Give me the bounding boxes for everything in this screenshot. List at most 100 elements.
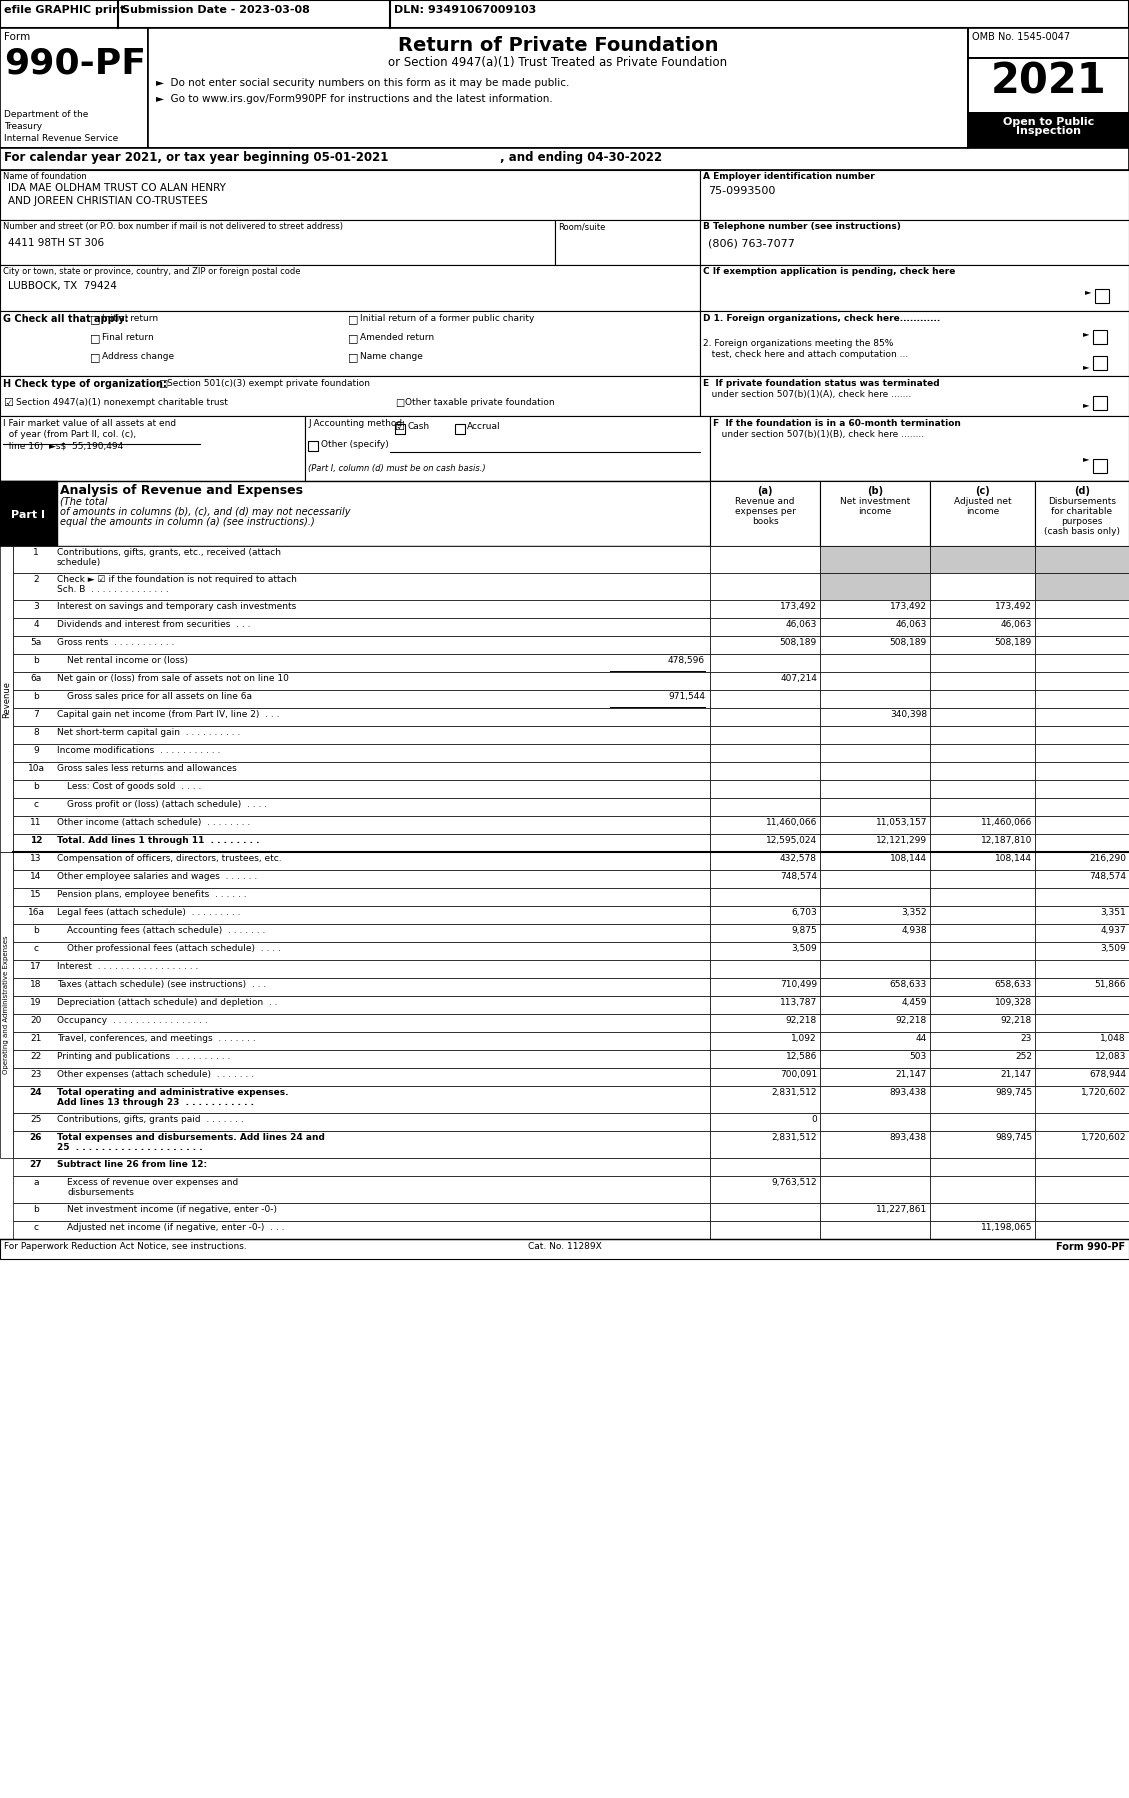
Text: Name of foundation: Name of foundation — [3, 173, 87, 182]
Bar — [1035, 780, 1129, 798]
Text: For calendar year 2021, or tax year beginning 05-01-2021: For calendar year 2021, or tax year begi… — [5, 151, 388, 164]
Text: ☑: ☑ — [394, 423, 404, 432]
Bar — [0, 29, 148, 147]
Text: (cash basis only): (cash basis only) — [1044, 527, 1120, 536]
Bar — [930, 636, 1035, 654]
Text: 1: 1 — [33, 548, 38, 557]
Bar — [1035, 547, 1129, 574]
Bar — [820, 601, 930, 619]
Bar — [820, 1050, 930, 1068]
Text: Name change: Name change — [360, 352, 423, 361]
Text: A Employer identification number: A Employer identification number — [703, 173, 875, 182]
Bar — [0, 415, 305, 482]
Bar — [930, 482, 1035, 547]
Text: Submission Date - 2023-03-08: Submission Date - 2023-03-08 — [122, 5, 309, 14]
Text: Printing and publications  . . . . . . . . . .: Printing and publications . . . . . . . … — [56, 1052, 230, 1061]
Bar — [1035, 852, 1129, 870]
Bar — [710, 601, 820, 619]
Bar — [14, 906, 710, 924]
Bar — [1035, 1176, 1129, 1203]
Bar — [1035, 762, 1129, 780]
Bar — [1035, 1221, 1129, 1239]
Text: E  If private foundation status was terminated: E If private foundation status was termi… — [703, 379, 939, 388]
Text: 44: 44 — [916, 1034, 927, 1043]
Bar — [820, 482, 930, 547]
Bar — [930, 762, 1035, 780]
Bar — [710, 636, 820, 654]
Text: 12,586: 12,586 — [786, 1052, 817, 1061]
Text: DLN: 93491067009103: DLN: 93491067009103 — [394, 5, 536, 14]
Bar — [710, 482, 820, 547]
Bar — [0, 147, 1129, 171]
Bar — [930, 942, 1035, 960]
Text: Other employee salaries and wages  . . . . . .: Other employee salaries and wages . . . … — [56, 872, 257, 881]
Bar — [820, 1086, 930, 1113]
Text: 508,189: 508,189 — [995, 638, 1032, 647]
Bar — [14, 1032, 710, 1050]
Bar — [0, 852, 14, 1158]
Text: 5a: 5a — [30, 638, 42, 647]
Bar — [1035, 708, 1129, 726]
Text: Other taxable private foundation: Other taxable private foundation — [405, 397, 554, 406]
Bar — [820, 960, 930, 978]
Text: (Part I, column (d) must be on cash basis.): (Part I, column (d) must be on cash basi… — [308, 464, 485, 473]
Text: 21,147: 21,147 — [1000, 1070, 1032, 1079]
Text: Cat. No. 11289X: Cat. No. 11289X — [527, 1242, 602, 1251]
Text: 4,459: 4,459 — [901, 998, 927, 1007]
Text: 9: 9 — [33, 746, 38, 755]
Bar — [820, 672, 930, 690]
Bar — [930, 1050, 1035, 1068]
Text: 20: 20 — [30, 1016, 42, 1025]
Bar — [710, 816, 820, 834]
Text: Net short-term capital gain  . . . . . . . . . .: Net short-term capital gain . . . . . . … — [56, 728, 240, 737]
Bar — [305, 415, 710, 482]
Text: schedule): schedule) — [56, 557, 102, 566]
Text: 22: 22 — [30, 1052, 42, 1061]
Bar — [1035, 996, 1129, 1014]
Text: purposes: purposes — [1061, 518, 1103, 527]
Text: 1,092: 1,092 — [791, 1034, 817, 1043]
Bar — [930, 798, 1035, 816]
Bar — [930, 1221, 1035, 1239]
Text: 23: 23 — [30, 1070, 42, 1079]
Bar — [820, 1032, 930, 1050]
Bar — [14, 1221, 710, 1239]
Text: 18: 18 — [30, 980, 42, 989]
Text: under section 507(b)(1)(B), check here ........: under section 507(b)(1)(B), check here .… — [714, 430, 925, 439]
Bar — [14, 726, 710, 744]
Text: Dividends and interest from securities  . . .: Dividends and interest from securities .… — [56, 620, 251, 629]
Text: Open to Public: Open to Public — [1003, 117, 1094, 128]
Bar — [930, 1113, 1035, 1131]
Bar — [1035, 834, 1129, 852]
Text: Treasury: Treasury — [5, 122, 42, 131]
Text: Net investment income (if negative, enter -0-): Net investment income (if negative, ente… — [67, 1205, 277, 1214]
Text: ►: ► — [1083, 399, 1089, 408]
Text: Occupancy  . . . . . . . . . . . . . . . . .: Occupancy . . . . . . . . . . . . . . . … — [56, 1016, 208, 1025]
Text: Disbursements: Disbursements — [1048, 496, 1115, 505]
Bar — [820, 762, 930, 780]
Text: ►: ► — [1083, 361, 1089, 370]
Bar — [1035, 726, 1129, 744]
Text: D 1. Foreign organizations, check here............: D 1. Foreign organizations, check here..… — [703, 315, 940, 324]
Text: 340,398: 340,398 — [890, 710, 927, 719]
Text: ☑: ☑ — [3, 397, 14, 408]
Bar — [820, 1203, 930, 1221]
Text: 46,063: 46,063 — [1000, 620, 1032, 629]
Text: ►: ► — [1083, 329, 1089, 338]
Text: 27: 27 — [29, 1160, 42, 1169]
Text: 3: 3 — [33, 602, 38, 611]
Bar — [14, 690, 710, 708]
Bar — [710, 996, 820, 1014]
Bar — [820, 708, 930, 726]
Bar — [1035, 1086, 1129, 1113]
Text: 113,787: 113,787 — [780, 998, 817, 1007]
Bar — [930, 1203, 1035, 1221]
Bar — [820, 1131, 930, 1158]
Bar — [14, 834, 710, 852]
Text: for charitable: for charitable — [1051, 507, 1112, 516]
Bar — [455, 424, 465, 433]
Bar — [820, 636, 930, 654]
Bar — [0, 1239, 1129, 1259]
Bar — [710, 672, 820, 690]
Bar — [14, 547, 710, 574]
